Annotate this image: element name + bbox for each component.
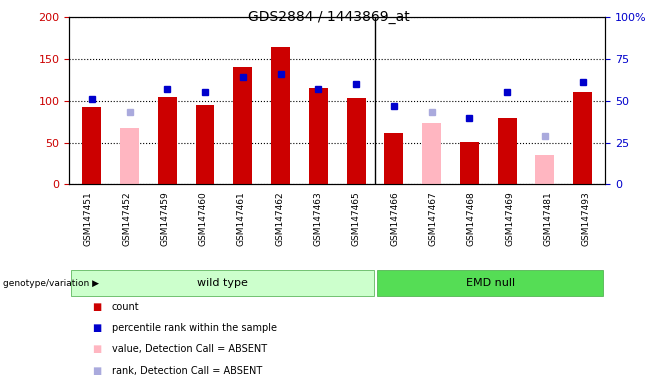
Text: GDS2884 / 1443869_at: GDS2884 / 1443869_at: [248, 10, 410, 23]
Text: GSM147459: GSM147459: [161, 191, 169, 246]
Text: rank, Detection Call = ABSENT: rank, Detection Call = ABSENT: [112, 366, 262, 376]
Text: EMD null: EMD null: [466, 278, 515, 288]
Bar: [422, 123, 441, 184]
Text: ■: ■: [92, 302, 101, 312]
Bar: [347, 98, 366, 184]
Text: GSM147465: GSM147465: [352, 191, 361, 246]
Text: GSM147466: GSM147466: [390, 191, 399, 246]
Text: GSM147481: GSM147481: [544, 191, 553, 246]
Text: GSM147462: GSM147462: [275, 191, 284, 246]
Text: genotype/variation ▶: genotype/variation ▶: [3, 279, 99, 288]
Text: GSM147463: GSM147463: [314, 191, 322, 246]
Text: GSM147467: GSM147467: [428, 191, 438, 246]
Text: GSM147469: GSM147469: [505, 191, 514, 246]
Bar: [158, 98, 177, 184]
Text: ■: ■: [92, 366, 101, 376]
Bar: [536, 155, 555, 184]
Text: value, Detection Call = ABSENT: value, Detection Call = ABSENT: [112, 344, 267, 354]
Text: GSM147460: GSM147460: [199, 191, 208, 246]
Bar: [378, 270, 603, 296]
Text: ■: ■: [92, 344, 101, 354]
Bar: [120, 127, 139, 184]
Bar: [234, 68, 252, 184]
Text: ■: ■: [92, 323, 101, 333]
Bar: [71, 270, 374, 296]
Text: GSM147468: GSM147468: [467, 191, 476, 246]
Text: wild type: wild type: [197, 278, 248, 288]
Bar: [573, 93, 592, 184]
Bar: [309, 88, 328, 184]
Bar: [460, 142, 479, 184]
Text: GSM147493: GSM147493: [582, 191, 591, 246]
Text: percentile rank within the sample: percentile rank within the sample: [112, 323, 277, 333]
Text: GSM147461: GSM147461: [237, 191, 246, 246]
Text: GSM147452: GSM147452: [122, 191, 131, 246]
Bar: [497, 118, 517, 184]
Bar: [271, 46, 290, 184]
Bar: [82, 108, 101, 184]
Bar: [384, 132, 403, 184]
Bar: [422, 123, 441, 184]
Text: GSM147451: GSM147451: [84, 191, 93, 246]
Bar: [195, 105, 215, 184]
Text: count: count: [112, 302, 139, 312]
